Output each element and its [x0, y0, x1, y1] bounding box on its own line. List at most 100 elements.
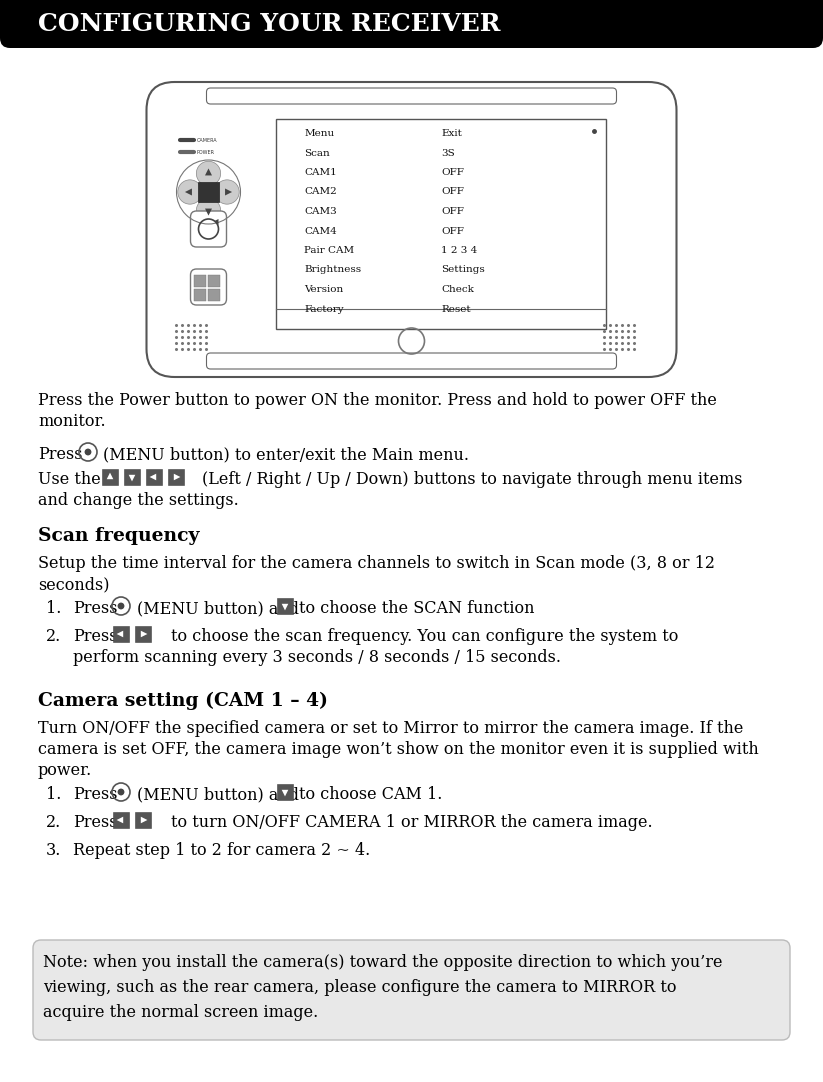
Text: CAM3: CAM3 — [305, 207, 337, 216]
Bar — [113, 626, 129, 642]
Bar — [277, 598, 293, 613]
Text: monitor.: monitor. — [38, 413, 105, 430]
Polygon shape — [117, 817, 123, 823]
Polygon shape — [117, 631, 123, 637]
Text: to choose CAM 1.: to choose CAM 1. — [299, 786, 443, 803]
Text: 1 2 3 4: 1 2 3 4 — [441, 246, 477, 255]
Text: Scan frequency: Scan frequency — [38, 527, 199, 545]
Text: to choose the SCAN function: to choose the SCAN function — [299, 601, 534, 617]
Text: Menu: Menu — [305, 129, 335, 138]
Text: CONFIGURING YOUR RECEIVER: CONFIGURING YOUR RECEIVER — [38, 12, 500, 36]
Polygon shape — [215, 219, 218, 225]
Text: Pair CAM: Pair CAM — [305, 246, 355, 255]
Text: Press: Press — [73, 786, 118, 803]
Text: OFF: OFF — [441, 207, 464, 216]
Bar — [0, 0, 823, 32]
Text: CAM1: CAM1 — [305, 168, 337, 177]
Bar — [277, 784, 293, 800]
Bar — [135, 812, 151, 828]
Text: Press the Power button to power ON the monitor. Press and hold to power OFF the: Press the Power button to power ON the m… — [38, 392, 717, 409]
Text: Version: Version — [305, 285, 344, 294]
Polygon shape — [185, 188, 192, 196]
Bar — [208, 275, 221, 287]
Text: CAMERA: CAMERA — [197, 137, 217, 143]
Text: Press: Press — [73, 814, 118, 831]
Text: Press: Press — [73, 628, 118, 645]
Text: Check: Check — [441, 285, 474, 294]
FancyBboxPatch shape — [207, 88, 616, 104]
FancyBboxPatch shape — [0, 0, 823, 48]
Text: Brightness: Brightness — [305, 265, 361, 275]
Bar — [102, 469, 118, 485]
Text: perform scanning every 3 seconds / 8 seconds / 15 seconds.: perform scanning every 3 seconds / 8 sec… — [73, 649, 561, 667]
Text: (MENU button) to enter/exit the Main menu.: (MENU button) to enter/exit the Main men… — [103, 446, 469, 463]
Text: 2.: 2. — [46, 628, 61, 645]
Polygon shape — [107, 473, 114, 479]
Polygon shape — [205, 209, 212, 215]
Text: OFF: OFF — [441, 187, 464, 197]
Text: Factory: Factory — [305, 304, 344, 314]
Polygon shape — [205, 169, 212, 175]
Bar — [168, 469, 184, 485]
Text: (Left / Right / Up / Down) buttons to navigate through menu items: (Left / Right / Up / Down) buttons to na… — [202, 471, 742, 488]
Text: 1.: 1. — [46, 601, 62, 617]
Text: OFF: OFF — [441, 226, 464, 236]
Text: seconds): seconds) — [38, 576, 109, 593]
Bar — [194, 275, 207, 287]
Text: CAM2: CAM2 — [305, 187, 337, 197]
Polygon shape — [225, 188, 232, 196]
Circle shape — [178, 180, 202, 204]
Polygon shape — [150, 474, 156, 480]
Text: Scan: Scan — [305, 148, 330, 158]
Text: Note: when you install the camera(s) toward the opposite direction to which you’: Note: when you install the camera(s) tow… — [43, 954, 723, 1020]
Text: to choose the scan frequency. You can configure the system to: to choose the scan frequency. You can co… — [171, 628, 678, 645]
Bar — [146, 469, 162, 485]
Circle shape — [215, 180, 239, 204]
FancyBboxPatch shape — [190, 211, 226, 247]
Text: POWER: POWER — [197, 149, 215, 155]
Text: Use the: Use the — [38, 471, 100, 488]
Bar — [113, 812, 129, 828]
Bar — [208, 289, 221, 301]
Text: Turn ON/OFF the specified camera or set to Mirror to mirror the camera image. If: Turn ON/OFF the specified camera or set … — [38, 720, 743, 737]
Text: Press: Press — [73, 601, 118, 617]
FancyBboxPatch shape — [146, 82, 677, 377]
Text: CAM4: CAM4 — [305, 226, 337, 236]
Polygon shape — [141, 631, 147, 637]
Bar — [124, 469, 140, 485]
Polygon shape — [128, 475, 135, 481]
Circle shape — [118, 789, 124, 795]
Text: 2.: 2. — [46, 814, 61, 831]
Text: Settings: Settings — [441, 265, 486, 275]
FancyBboxPatch shape — [190, 269, 226, 305]
Circle shape — [197, 198, 221, 223]
Bar — [135, 626, 151, 642]
Polygon shape — [174, 474, 180, 480]
Circle shape — [85, 449, 91, 456]
Text: power.: power. — [38, 762, 92, 779]
Text: OFF: OFF — [441, 168, 464, 177]
Text: (MENU button) and: (MENU button) and — [137, 786, 299, 803]
Text: Setup the time interval for the camera channels to switch in Scan mode (3, 8 or : Setup the time interval for the camera c… — [38, 555, 715, 572]
Circle shape — [197, 161, 221, 186]
Text: 3S: 3S — [441, 148, 455, 158]
Text: Repeat step 1 to 2 for camera 2 ~ 4.: Repeat step 1 to 2 for camera 2 ~ 4. — [73, 842, 370, 859]
Text: Reset: Reset — [441, 304, 471, 314]
Text: and change the settings.: and change the settings. — [38, 492, 239, 509]
FancyBboxPatch shape — [207, 353, 616, 369]
FancyBboxPatch shape — [33, 940, 790, 1040]
Text: camera is set OFF, the camera image won’t show on the monitor even it is supplie: camera is set OFF, the camera image won’… — [38, 741, 759, 758]
Polygon shape — [281, 790, 288, 796]
Text: Press: Press — [38, 446, 82, 463]
Bar — [198, 182, 219, 202]
Text: to turn ON/OFF CAMERA 1 or MIRROR the camera image.: to turn ON/OFF CAMERA 1 or MIRROR the ca… — [171, 814, 653, 831]
Polygon shape — [281, 604, 288, 610]
Text: (MENU button) and: (MENU button) and — [137, 601, 299, 617]
Text: 3.: 3. — [46, 842, 62, 859]
Bar — [277, 119, 607, 329]
Polygon shape — [141, 817, 147, 823]
Circle shape — [118, 603, 124, 609]
Bar — [194, 289, 207, 301]
Text: 1.: 1. — [46, 786, 62, 803]
Text: Exit: Exit — [441, 129, 463, 138]
